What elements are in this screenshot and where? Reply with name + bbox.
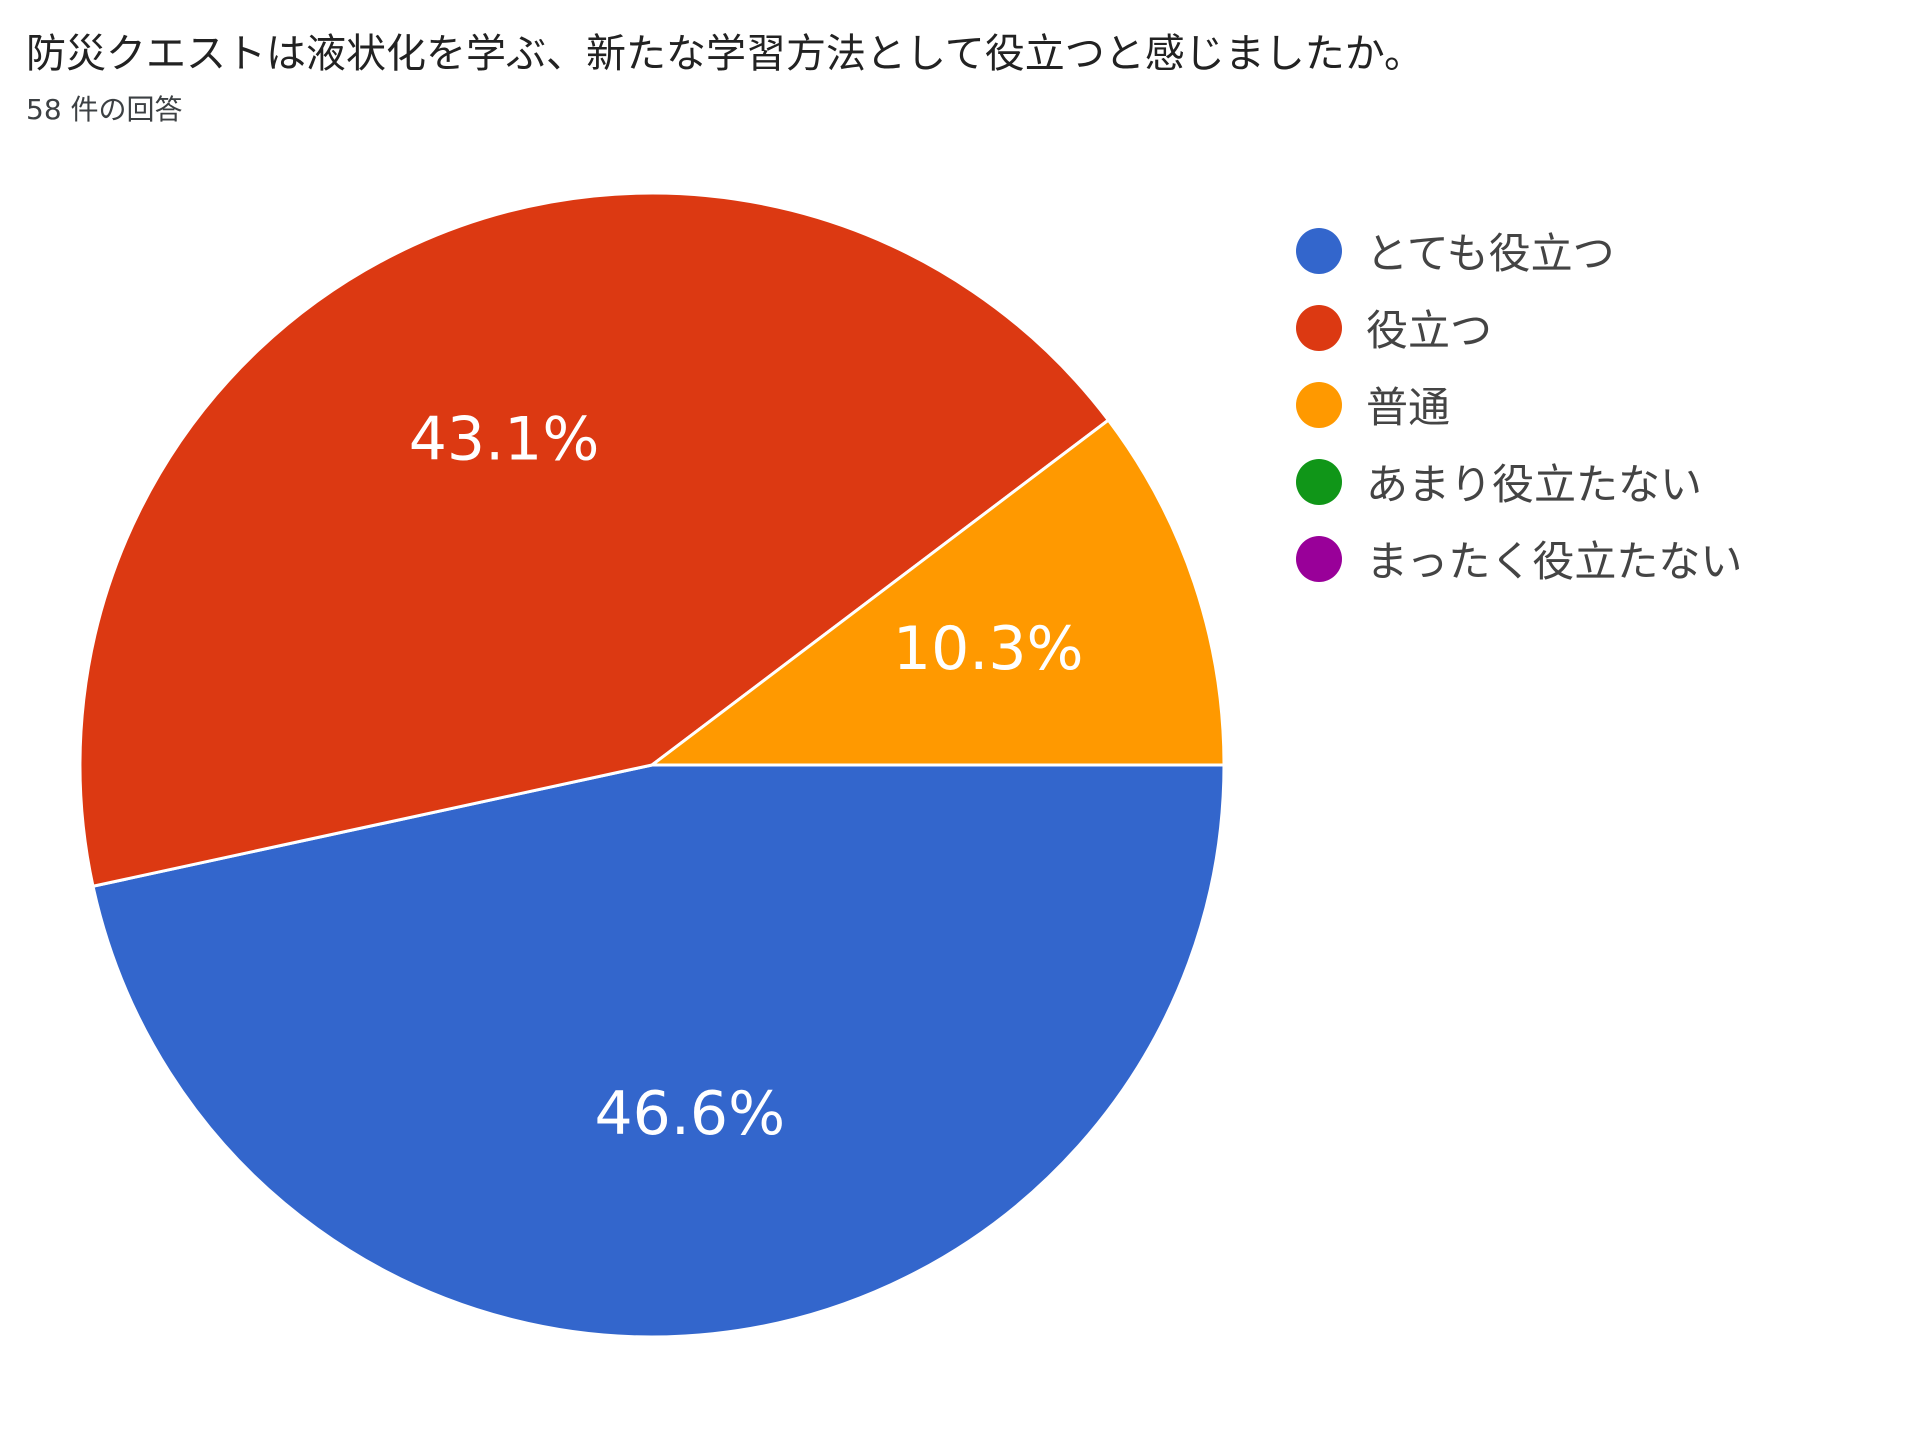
legend-item-4: まったく役立たない: [1296, 520, 1742, 597]
response-count: 58 件の回答: [26, 93, 183, 126]
slice-percent-label-1: 43.1%: [409, 404, 600, 474]
legend-color-dot: [1296, 535, 1342, 582]
legend-color-dot: [1296, 381, 1342, 428]
legend-item-1: 役立つ: [1296, 289, 1742, 366]
legend-label: とても役立つ: [1366, 229, 1615, 278]
legend-item-0: とても役立つ: [1296, 212, 1742, 289]
legend-item-2: 普通: [1296, 366, 1742, 443]
question-title: 防災クエストは液状化を学ぶ、新たな学習方法として役立つと感じましたか。: [26, 31, 1424, 77]
legend-color-dot: [1296, 458, 1342, 505]
legend-label: まったく役立たない: [1366, 537, 1743, 586]
pie-slice-2: [647, 418, 1226, 767]
chart-legend: とても役立つ 役立つ普通あまり役立たない まったく役立たない: [1296, 212, 1742, 597]
legend-item-3: あまり役立たない: [1296, 443, 1742, 520]
legend-color-dot: [1296, 227, 1342, 274]
legend-label: あまり役立たない: [1366, 460, 1703, 509]
legend-label: 役立つ: [1366, 306, 1493, 355]
legend-label: 普通: [1366, 383, 1451, 432]
legend-color-dot: [1296, 304, 1342, 351]
slice-percent-label-0: 46.6%: [595, 1079, 786, 1149]
pie-slice-0: [91, 763, 1226, 1339]
slice-percent-label-2: 10.3%: [893, 614, 1084, 684]
pie-slice-1: [78, 191, 1111, 889]
